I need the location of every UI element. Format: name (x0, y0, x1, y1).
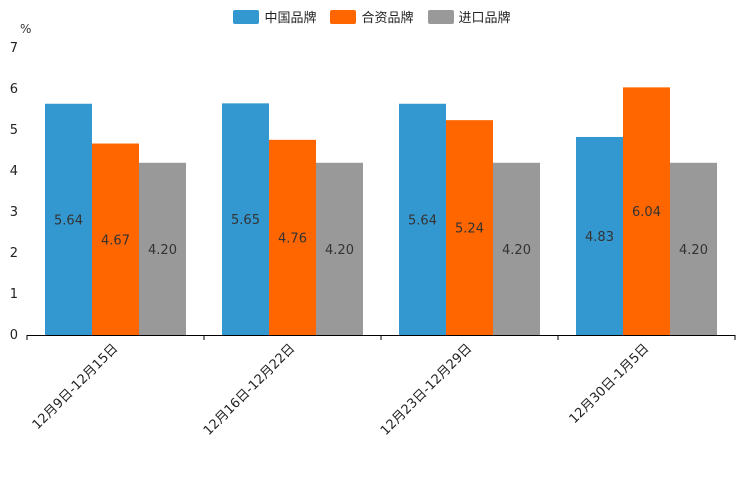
legend-item-china[interactable]: 中国品牌 (233, 7, 316, 26)
y-tick-label-7: 7 (10, 41, 18, 56)
bar-1-0 (92, 143, 139, 335)
data-label-2-2: 4.20 (502, 243, 531, 258)
data-label-0-0: 5.64 (54, 213, 83, 228)
x-tick-label-2: 12月23日-12月29日 (378, 341, 475, 438)
x-tick-label-3: 12月30日-1月5日 (567, 341, 653, 427)
legend-label-china: 中国品牌 (264, 11, 317, 26)
bar-0-3 (576, 136, 623, 335)
bar-2-2 (493, 162, 540, 335)
data-label-2-1: 4.20 (325, 243, 354, 258)
x-tick-label-0: 12月9日-12月15日 (30, 341, 122, 433)
data-label-2-0: 4.20 (148, 243, 177, 258)
legend-item-import[interactable]: 进口品牌 (427, 7, 511, 26)
bar-1-2 (446, 120, 493, 335)
legend-swatch-china (233, 9, 260, 24)
y-axis-unit: % (20, 22, 32, 36)
y-tick-label-6: 6 (10, 82, 18, 97)
data-label-0-2: 5.64 (408, 213, 437, 228)
data-label-0-1: 5.65 (231, 213, 260, 228)
data-label-2-3: 4.20 (679, 243, 708, 258)
legend-label-jv: 合资品牌 (361, 11, 414, 26)
bar-2-0 (139, 162, 186, 335)
legend-label-import: 进口品牌 (458, 11, 511, 26)
legend: 中国品牌 合资品牌 进口品牌 (0, 7, 744, 26)
y-tick-label-2: 2 (10, 246, 18, 261)
y-tick-label-3: 3 (10, 205, 18, 220)
bar-0-2 (399, 103, 446, 335)
data-label-1-2: 5.24 (455, 222, 484, 237)
x-tick-label-1: 12月16日-12月22日 (201, 341, 298, 438)
data-label-0-3: 4.83 (585, 230, 614, 245)
y-tick-label-0: 0 (10, 328, 18, 343)
y-tick-label-4: 4 (10, 164, 18, 179)
legend-item-jv[interactable]: 合资品牌 (330, 7, 414, 26)
bar-0-0 (45, 103, 92, 335)
data-label-1-0: 4.67 (101, 233, 130, 248)
bar-1-1 (269, 139, 316, 335)
legend-swatch-jv (330, 9, 357, 24)
bar-2-3 (670, 162, 717, 335)
data-label-1-3: 6.04 (632, 205, 661, 220)
bar-1-3 (623, 87, 670, 335)
bar-2-1 (316, 162, 363, 335)
y-tick-label-1: 1 (10, 287, 18, 302)
y-tick-label-5: 5 (10, 123, 18, 138)
legend-swatch-import (427, 9, 454, 24)
bar-0-1 (222, 103, 269, 335)
data-label-1-1: 4.76 (278, 231, 307, 246)
